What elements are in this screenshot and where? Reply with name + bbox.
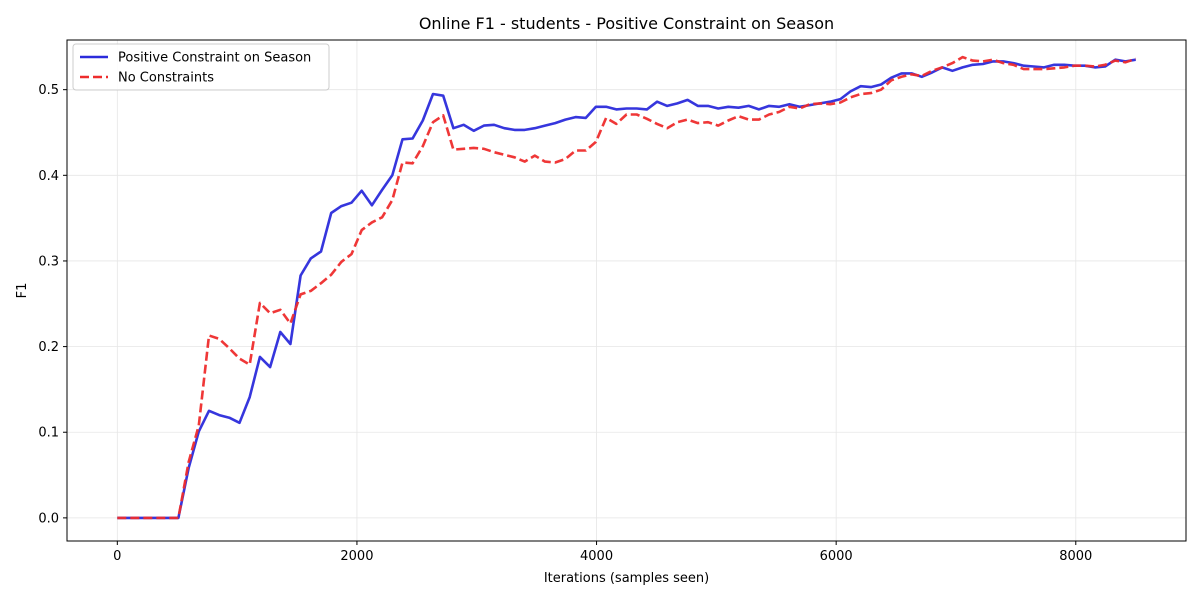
plot-frame xyxy=(66,39,1187,542)
y-tick-label: 0.4 xyxy=(38,169,59,184)
legend-label-2: No Constraints xyxy=(118,71,214,86)
legend-box xyxy=(72,43,330,91)
y-tick-label: 0.5 xyxy=(38,83,59,98)
y-tick-label: 0.1 xyxy=(38,426,59,441)
ticks: 0 2000 4000 6000 8000 0.0 0.1 0.2 0.3 0.4 0.5 xyxy=(38,83,1092,564)
x-tick-label: 6000 xyxy=(820,549,853,564)
chart-title: Online F1 - students - Positive Constrai… xyxy=(419,14,834,33)
x-tick-label: 0 xyxy=(113,549,121,564)
series-line-2 xyxy=(117,55,1137,520)
y-tick-label: 0.0 xyxy=(38,511,59,526)
series-line-1 xyxy=(117,58,1136,520)
x-tick-label: 2000 xyxy=(340,549,373,564)
x-tick-label: 8000 xyxy=(1059,549,1092,564)
series-layer xyxy=(117,55,1137,520)
y-axis-label: F1 xyxy=(15,283,30,299)
x-tick-label: 4000 xyxy=(580,549,613,564)
y-tick-label: 0.3 xyxy=(38,254,59,269)
legend: Positive Constraint on Season No Constrai… xyxy=(72,43,330,91)
y-tick-label: 0.2 xyxy=(38,340,59,355)
legend-label-1: Positive Constraint on Season xyxy=(118,51,311,66)
x-axis-label: Iterations (samples seen) xyxy=(544,571,709,586)
